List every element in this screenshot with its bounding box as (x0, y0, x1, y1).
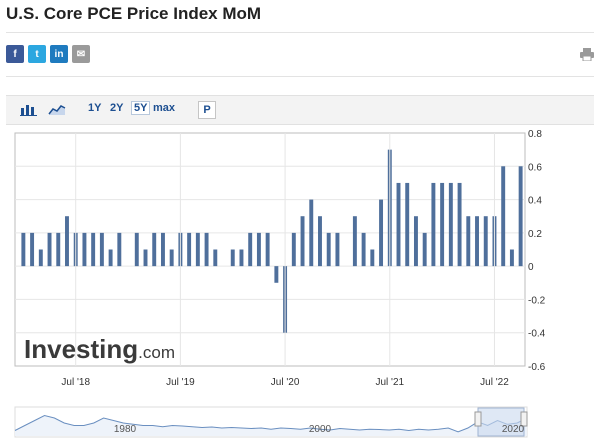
data-bar (457, 182, 462, 267)
data-bar (248, 232, 253, 267)
data-bar (475, 216, 479, 267)
y-tick-label: -0.2 (528, 295, 546, 306)
p-button[interactable]: P (198, 101, 216, 119)
data-bar (370, 249, 375, 267)
data-bar (518, 166, 523, 267)
data-bar (335, 232, 340, 267)
twitter-share-button[interactable]: t (28, 45, 46, 63)
data-bar (291, 232, 296, 267)
title-divider (6, 32, 594, 33)
data-bar (318, 216, 322, 267)
range-2y-button[interactable]: 2Y (110, 102, 124, 114)
facebook-share-button[interactable]: f (6, 45, 24, 63)
data-bar (239, 249, 244, 267)
area-chart-type-icon[interactable] (48, 101, 66, 117)
x-tick-label: Jul '19 (166, 377, 195, 388)
data-bar (30, 232, 35, 267)
data-bar (405, 182, 410, 267)
data-bar (413, 216, 418, 267)
investing-watermark: Investing.com (24, 334, 175, 364)
navigator-area (15, 415, 527, 436)
y-tick-label: 0.8 (528, 129, 542, 140)
y-tick-label: -0.4 (528, 329, 546, 340)
y-tick-label: 0 (528, 262, 534, 273)
data-bar (501, 166, 506, 267)
data-bar (213, 249, 218, 267)
data-bar (509, 249, 514, 267)
data-bar (82, 232, 87, 267)
data-bar (65, 216, 69, 267)
data-bar (440, 182, 445, 267)
navigator-line (14, 414, 528, 433)
navigator-handle (520, 411, 528, 427)
data-bar (466, 216, 471, 267)
data-bar (195, 232, 200, 267)
y-tick-label: 0.4 (528, 196, 542, 207)
data-bar (379, 199, 384, 267)
share-divider (6, 76, 594, 77)
data-bar (422, 232, 427, 267)
data-bar (361, 232, 366, 267)
data-bar (169, 249, 174, 267)
data-bar (326, 232, 331, 267)
linkedin-share-button[interactable]: in (50, 45, 68, 63)
data-bar (160, 232, 165, 267)
data-bar (187, 232, 192, 267)
navigator-year-label: 2020 (502, 424, 525, 435)
data-bar (91, 232, 96, 267)
x-tick-label: Jul '20 (271, 377, 300, 388)
share-bar: f t in ✉ (6, 45, 90, 63)
data-bar (99, 232, 104, 267)
data-bar (152, 232, 157, 267)
print-icon[interactable] (580, 48, 594, 66)
data-bar (38, 249, 43, 267)
x-tick-label: Jul '22 (480, 377, 509, 388)
data-bar (396, 182, 401, 267)
email-share-button[interactable]: ✉ (72, 45, 90, 63)
investing-watermark-suffix: .com (138, 343, 175, 362)
range-max-button[interactable]: max (153, 102, 176, 114)
data-bar (21, 232, 26, 267)
data-bar (108, 249, 113, 267)
data-bar (204, 232, 209, 267)
navigator-handle (474, 411, 482, 427)
navigator-year-label: 1980 (114, 424, 137, 435)
data-bar (230, 249, 235, 267)
x-tick-label: Jul '21 (375, 377, 404, 388)
range-5y-button[interactable]: 5Y (131, 101, 151, 115)
y-tick-label: -0.6 (528, 362, 546, 373)
data-bar (448, 182, 453, 267)
range-1y-button[interactable]: 1Y (88, 102, 102, 114)
data-bar (134, 232, 139, 267)
data-bar (352, 216, 357, 267)
data-bar (117, 232, 122, 267)
bar-chart-type-icon[interactable] (20, 101, 38, 117)
navigator-year-label: 2000 (309, 424, 332, 435)
chart-toolbar: 1Y 2Y 5Y max P (6, 95, 594, 125)
x-tick-label: Jul '18 (61, 377, 90, 388)
y-tick-label: 0.2 (528, 229, 542, 240)
data-bar (274, 266, 279, 283)
data-bar (265, 232, 270, 267)
data-bar (300, 216, 305, 267)
data-bar (309, 199, 314, 267)
data-bar (47, 232, 52, 267)
data-bar (256, 232, 261, 267)
data-bar (431, 182, 436, 267)
page-title: U.S. Core PCE Price Index MoM (6, 4, 262, 23)
data-bar (56, 232, 61, 267)
y-tick-label: 0.6 (528, 162, 542, 173)
data-bar (143, 249, 148, 267)
data-bar (483, 216, 488, 267)
